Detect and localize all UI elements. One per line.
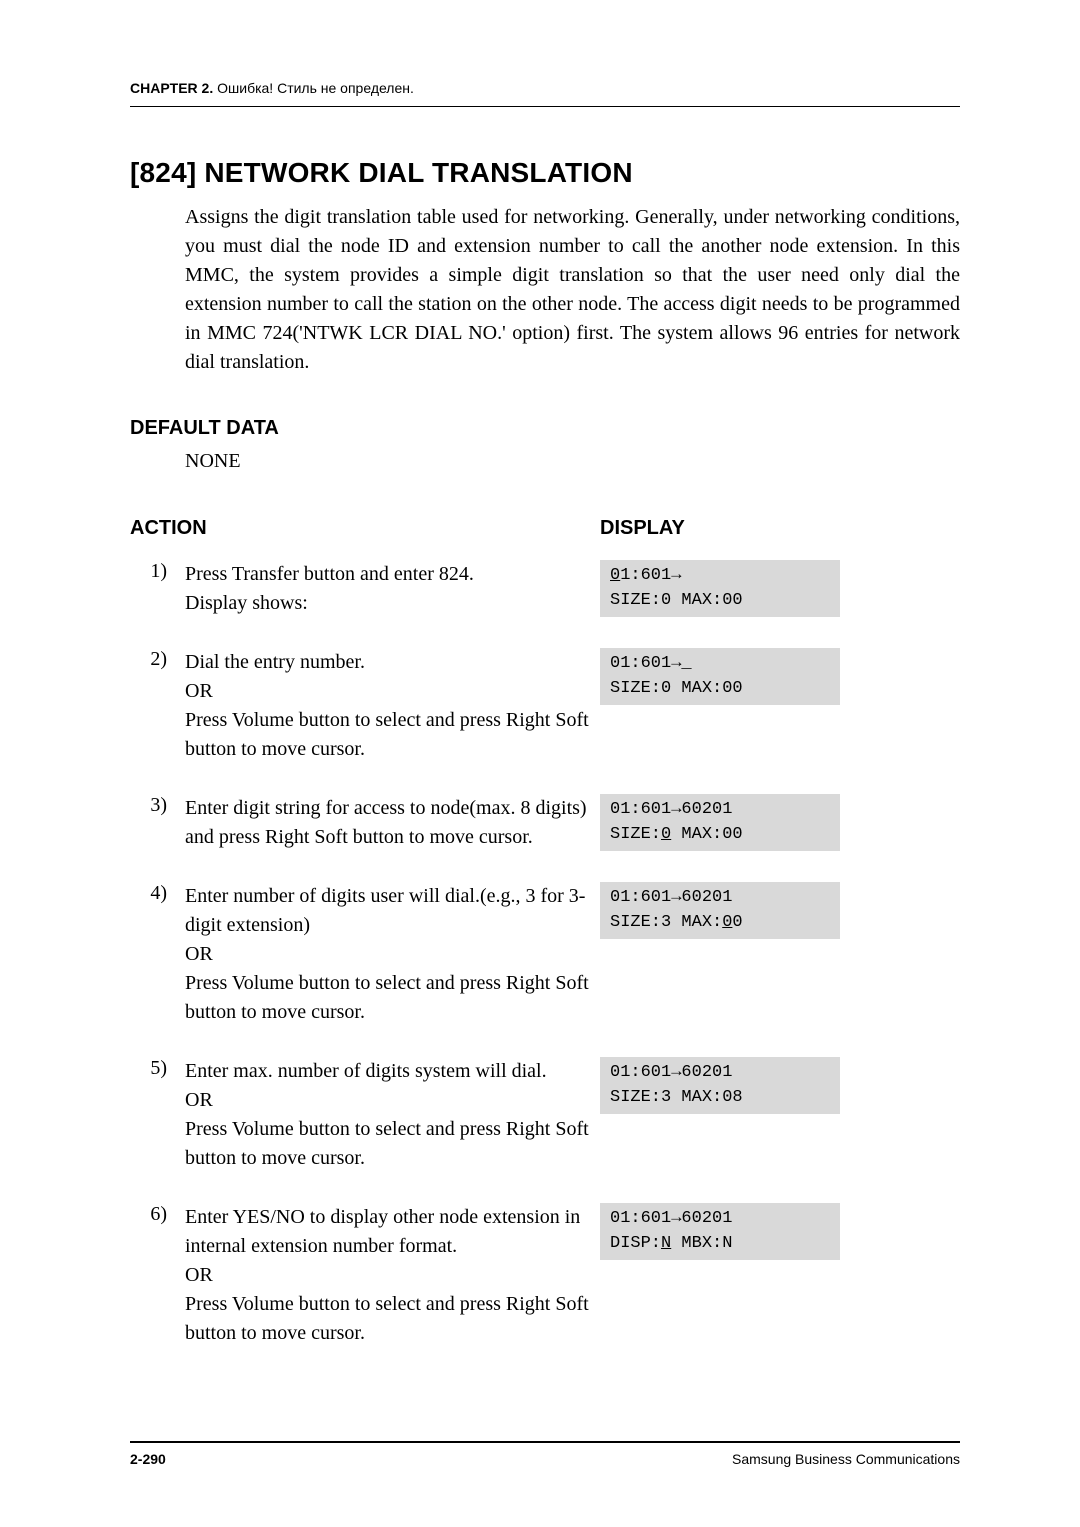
page-footer: 2-290 Samsung Business Communications (130, 1441, 960, 1467)
default-data-heading: DEFAULT DATA (130, 417, 960, 440)
display-text: 01:601→ (610, 654, 681, 673)
display-box: 01:601→60201 SIZE:0 MAX:00 (600, 794, 840, 851)
step-row: 1) Press Transfer button and enter 824.D… (130, 560, 960, 618)
display-text: 01:601→60201 (610, 1209, 732, 1228)
action-display-headings: ACTION DISPLAY (130, 517, 960, 540)
action-heading: ACTION (130, 517, 600, 540)
header-rule (130, 106, 960, 107)
display-text: SIZE:0 MAX:00 (610, 591, 743, 610)
page-number: 2-290 (130, 1451, 166, 1467)
display-underline: N (661, 1234, 671, 1253)
display-underline: 0 (610, 566, 620, 585)
section-title: [824] NETWORK DIAL TRANSLATION (130, 157, 960, 189)
display-box: 01:601→60201 SIZE:3 MAX:00 (600, 882, 840, 939)
display-box: 01:601→_ SIZE:0 MAX:00 (600, 648, 840, 705)
display-text: 0 (732, 913, 742, 932)
display-text: SIZE:0 MAX:00 (610, 679, 743, 698)
step-action: Press Transfer button and enter 824.Disp… (185, 560, 600, 618)
step-number: 1) (130, 560, 185, 583)
step-row: 2) Dial the entry number.ORPress Volume … (130, 648, 960, 764)
step-action: Enter number of digits user will dial.(e… (185, 882, 600, 1027)
display-underline: 0 (661, 825, 671, 844)
footer-rule (130, 1441, 960, 1443)
display-text: DISP: (610, 1234, 661, 1253)
display-heading: DISPLAY (600, 517, 685, 540)
step-number: 2) (130, 648, 185, 671)
step-number: 3) (130, 794, 185, 817)
step-number: 6) (130, 1203, 185, 1226)
display-text: 01:601→60201 (610, 888, 732, 907)
display-text: MAX:00 (671, 825, 742, 844)
display-text: MBX:N (671, 1234, 732, 1253)
default-data-value: NONE (185, 450, 960, 473)
display-text: SIZE:3 MAX: (610, 913, 722, 932)
display-box: 01:601→ SIZE:0 MAX:00 (600, 560, 840, 617)
step-number: 5) (130, 1057, 185, 1080)
display-text: SIZE: (610, 825, 661, 844)
display-box: 01:601→60201 SIZE:3 MAX:08 (600, 1057, 840, 1114)
step-row: 3) Enter digit string for access to node… (130, 794, 960, 852)
display-text: 01:601→60201 (610, 1063, 732, 1082)
chapter-label: CHAPTER 2. (130, 80, 213, 96)
chapter-note: Ошибка! Стиль не определен. (213, 80, 414, 96)
running-head: CHAPTER 2. Ошибка! Стиль не определен. (130, 80, 960, 96)
default-data-block: DEFAULT DATA NONE (130, 417, 960, 473)
display-text: SIZE:3 MAX:08 (610, 1088, 743, 1107)
intro-paragraph: Assigns the digit translation table used… (185, 203, 960, 377)
step-action: Enter max. number of digits system will … (185, 1057, 600, 1173)
step-row: 5) Enter max. number of digits system wi… (130, 1057, 960, 1173)
display-underline: 0 (722, 913, 732, 932)
display-text: _ (681, 654, 691, 673)
display-text: 01:601→60201 (610, 800, 732, 819)
step-action: Enter YES/NO to display other node exten… (185, 1203, 600, 1348)
display-text: 1:601→ (620, 566, 681, 585)
step-action: Enter digit string for access to node(ma… (185, 794, 600, 852)
step-row: 6) Enter YES/NO to display other node ex… (130, 1203, 960, 1348)
step-row: 4) Enter number of digits user will dial… (130, 882, 960, 1027)
step-number: 4) (130, 882, 185, 905)
step-action: Dial the entry number.ORPress Volume but… (185, 648, 600, 764)
display-box: 01:601→60201 DISP:N MBX:N (600, 1203, 840, 1260)
page: CHAPTER 2. Ошибка! Стиль не определен. [… (0, 0, 1080, 1527)
footer-owner: Samsung Business Communications (732, 1451, 960, 1467)
